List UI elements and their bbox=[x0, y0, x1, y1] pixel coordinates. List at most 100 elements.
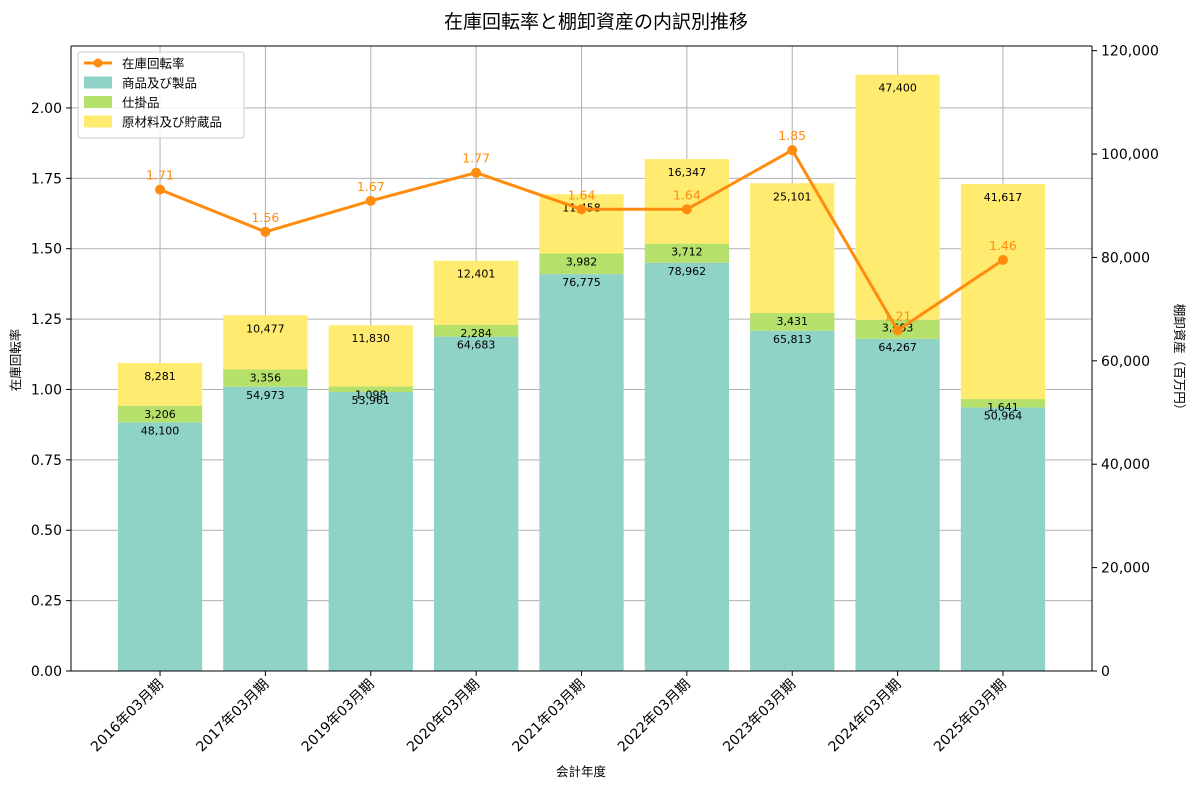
y-right-tick-label: 80,000 bbox=[1101, 250, 1150, 266]
legend-swatch-rect bbox=[84, 76, 112, 89]
bar-value-label: 11,830 bbox=[352, 332, 391, 345]
bar-value-label: 25,101 bbox=[773, 190, 812, 203]
bar-value-label: 48,100 bbox=[141, 424, 180, 437]
y-left-tick-label: 0.50 bbox=[31, 523, 62, 539]
bar-value-label: 41,617 bbox=[984, 191, 1023, 204]
turnover-value-label: 1.64 bbox=[568, 187, 596, 202]
bar-value-label: 3,206 bbox=[144, 408, 176, 421]
turnover-value-label: 1.46 bbox=[989, 238, 1017, 253]
bar-value-label: 3,982 bbox=[566, 256, 598, 269]
bar-segment bbox=[750, 313, 835, 331]
legend-swatch-rect bbox=[84, 96, 112, 108]
turnover-value-label: 1.77 bbox=[462, 151, 490, 166]
turnover-value-label: 1.21 bbox=[884, 308, 912, 323]
y-right-tick-label: 100,000 bbox=[1101, 147, 1159, 163]
x-tick-label: 2025年03月期 bbox=[931, 677, 1010, 756]
y-left-tick-label: 0.75 bbox=[31, 453, 62, 469]
x-tick-label: 2020年03月期 bbox=[404, 677, 483, 756]
bar-segment bbox=[328, 392, 413, 671]
bar-value-label: 12,401 bbox=[457, 268, 496, 281]
y-left-tick-label: 1.00 bbox=[31, 382, 62, 398]
bar-segment bbox=[750, 183, 835, 314]
bar-value-label: 16,347 bbox=[668, 166, 707, 179]
legend-entry-label: 原材料及び貯蔵品 bbox=[122, 115, 222, 130]
bar-value-label: 2,284 bbox=[460, 327, 492, 340]
turnover-point bbox=[155, 184, 166, 195]
bar-value-label: 76,775 bbox=[562, 276, 601, 289]
bar-value-label: 1,641 bbox=[987, 401, 1019, 414]
x-tick-label: 2023年03月期 bbox=[720, 677, 799, 756]
turnover-point bbox=[365, 195, 376, 206]
turnover-value-label: 1.71 bbox=[146, 168, 174, 183]
x-tick-label: 2022年03月期 bbox=[615, 677, 694, 756]
x-tick-label: 2021年03月期 bbox=[510, 677, 589, 756]
y-right-tick-label: 0 bbox=[1101, 664, 1110, 680]
y-axis-right-title: 棚卸資産（百万円） bbox=[1172, 304, 1187, 417]
x-tick-label: 2016年03月期 bbox=[88, 677, 167, 756]
turnover-point bbox=[892, 325, 903, 336]
bar-segment bbox=[117, 362, 203, 406]
y-right-tick-label: 20,000 bbox=[1101, 561, 1150, 577]
turnover-point bbox=[260, 226, 271, 237]
turnover-value-label: 1.64 bbox=[673, 187, 701, 202]
legend-box bbox=[77, 51, 245, 139]
y-axis-left-title: 在庫回転率 bbox=[8, 329, 23, 392]
legend-swatch-marker bbox=[93, 58, 103, 68]
turnover-value-label: 1.67 bbox=[357, 179, 385, 194]
bar-value-label: 3,431 bbox=[776, 315, 808, 328]
bar-value-label: 1,098 bbox=[355, 388, 387, 401]
bar-segment bbox=[223, 315, 308, 370]
legend-swatch-rect bbox=[84, 115, 112, 128]
bar-segment bbox=[539, 274, 624, 671]
bar-segment bbox=[855, 338, 940, 671]
y-left-tick-label: 1.75 bbox=[31, 171, 62, 187]
bar-segment bbox=[328, 386, 413, 393]
bar-segment bbox=[433, 324, 519, 337]
bar-segment bbox=[750, 330, 835, 671]
x-tick-label: 2017年03月期 bbox=[193, 677, 272, 756]
turnover-point bbox=[787, 145, 798, 156]
bar-value-label: 64,267 bbox=[878, 341, 917, 354]
y-right-tick-label: 120,000 bbox=[1101, 44, 1159, 60]
bar-segment bbox=[644, 243, 730, 263]
bar-segment bbox=[433, 336, 519, 671]
x-tick-label: 2024年03月期 bbox=[826, 677, 905, 756]
bar-value-label: 64,683 bbox=[457, 339, 496, 352]
segment-labels-layer: 48,1003,2068,28154,9733,35610,47753,9611… bbox=[141, 82, 1022, 438]
legend-entry-label: 在庫回転率 bbox=[122, 56, 185, 71]
bars-layer bbox=[117, 74, 1046, 671]
bar-segment bbox=[644, 262, 730, 671]
bar-value-label: 78,962 bbox=[668, 265, 707, 278]
turnover-value-label: 1.56 bbox=[251, 210, 279, 225]
bar-segment bbox=[328, 325, 413, 387]
bar-segment bbox=[960, 399, 1046, 408]
y-right-tick-label: 60,000 bbox=[1101, 354, 1150, 370]
bar-segment bbox=[223, 386, 308, 671]
bar-value-label: 10,477 bbox=[246, 322, 285, 335]
y-left-tick-label: 2.00 bbox=[31, 101, 62, 117]
turnover-point bbox=[576, 204, 587, 215]
bar-segment bbox=[117, 405, 203, 423]
legend-entry-label: 仕掛品 bbox=[122, 95, 160, 110]
bar-segment bbox=[960, 183, 1046, 400]
x-tick-label: 2019年03月期 bbox=[299, 677, 378, 756]
bar-segment bbox=[539, 253, 624, 275]
turnover-line-layer: 1.71 1.56 1.67 1.77 1.64 1.64 1.85 1.21 1.46 bbox=[146, 128, 1017, 336]
bar-value-label: 65,813 bbox=[773, 333, 812, 346]
turnover-point bbox=[997, 254, 1008, 265]
bar-value-label: 50,964 bbox=[984, 410, 1023, 423]
chart-title: 在庫回転率と棚卸資産の内訳別推移 bbox=[444, 11, 748, 33]
bar-segment bbox=[223, 369, 308, 387]
turnover-value-label: 1.85 bbox=[778, 128, 806, 143]
bar-segment bbox=[117, 422, 203, 671]
turnover-point bbox=[471, 167, 482, 178]
bar-segment bbox=[960, 407, 1046, 671]
legend-entry-label: 商品及び製品 bbox=[122, 76, 197, 91]
bar-segment bbox=[433, 260, 519, 325]
bar-segment bbox=[539, 194, 624, 254]
turnover-point bbox=[681, 204, 692, 215]
bar-segment bbox=[644, 159, 730, 244]
y-left-tick-label: 1.25 bbox=[31, 312, 62, 328]
